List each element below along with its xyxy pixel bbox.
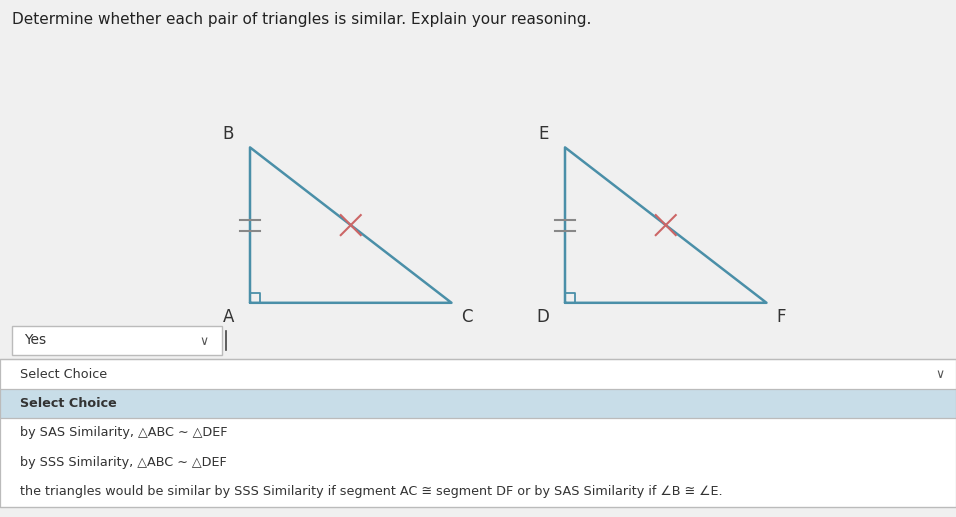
Text: Yes: Yes [24, 333, 46, 347]
Text: E: E [538, 126, 549, 143]
Bar [0, 359, 956, 389]
Text: B: B [223, 126, 234, 143]
Text: by SSS Similarity, △ABC ∼ △DEF: by SSS Similarity, △ABC ∼ △DEF [20, 456, 227, 469]
Text: F: F [776, 308, 786, 326]
Bar [0, 418, 956, 448]
Bar [0, 359, 956, 507]
Text: ∨: ∨ [200, 335, 208, 348]
Text: Determine whether each pair of triangles is similar. Explain your reasoning.: Determine whether each pair of triangles… [12, 12, 592, 27]
Text: A: A [223, 308, 234, 326]
Bar [0, 389, 956, 418]
Text: C: C [462, 308, 473, 326]
Text: Select Choice: Select Choice [20, 397, 117, 410]
Bar [0, 477, 956, 507]
Bar [12, 326, 222, 356]
Text: Select Choice: Select Choice [20, 368, 107, 381]
Text: ∨: ∨ [935, 368, 945, 381]
Text: the triangles would be similar by SSS Similarity if segment AC ≅ segment DF or b: the triangles would be similar by SSS Si… [20, 485, 723, 498]
Text: by SAS Similarity, △ABC ∼ △DEF: by SAS Similarity, △ABC ∼ △DEF [20, 427, 228, 439]
Bar [0, 448, 956, 477]
Text: D: D [536, 308, 549, 326]
